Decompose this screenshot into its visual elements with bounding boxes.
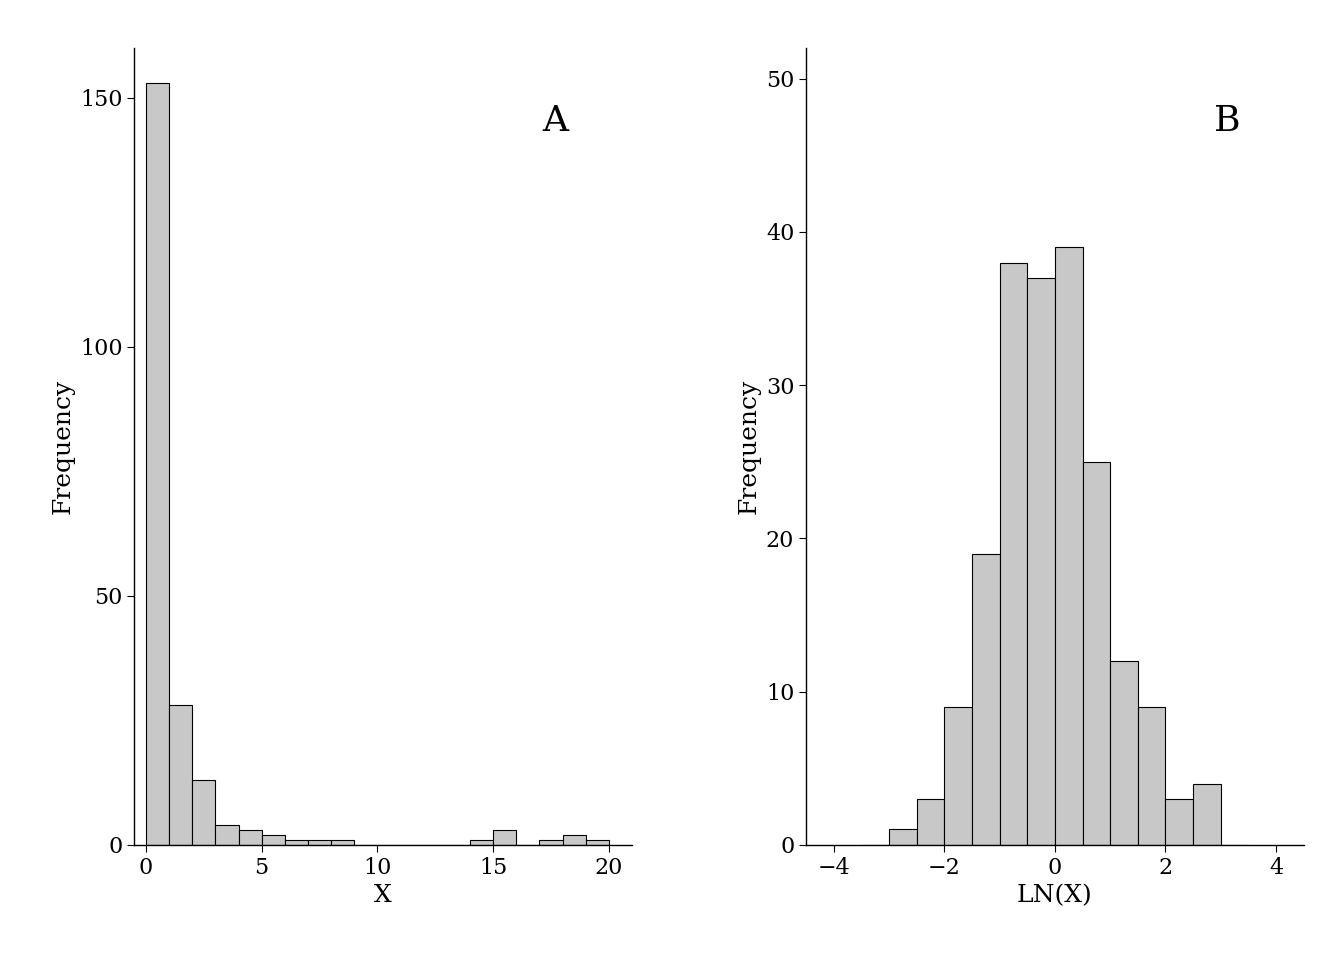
X-axis label: LN(X): LN(X) xyxy=(1017,884,1093,907)
Bar xyxy=(331,840,355,845)
Bar xyxy=(285,840,308,845)
Bar xyxy=(1082,462,1110,845)
Bar xyxy=(972,554,1000,845)
Text: A: A xyxy=(543,104,569,138)
Bar xyxy=(1138,707,1165,845)
Bar xyxy=(1165,799,1193,845)
Y-axis label: Frequency: Frequency xyxy=(51,379,74,514)
Bar xyxy=(192,780,215,845)
Bar xyxy=(945,707,972,845)
Bar xyxy=(238,829,262,845)
Bar xyxy=(1027,277,1055,845)
Bar xyxy=(1193,783,1220,845)
Bar xyxy=(146,83,169,845)
Bar xyxy=(563,835,586,845)
Bar xyxy=(888,829,917,845)
Text: B: B xyxy=(1214,104,1241,138)
Bar xyxy=(1055,248,1082,845)
Bar xyxy=(308,840,331,845)
Bar xyxy=(262,835,285,845)
X-axis label: X: X xyxy=(375,884,392,907)
Bar xyxy=(1000,262,1027,845)
Bar xyxy=(493,829,516,845)
Bar xyxy=(917,799,945,845)
Bar xyxy=(215,825,238,845)
Bar xyxy=(539,840,563,845)
Bar xyxy=(470,840,493,845)
Y-axis label: Frequency: Frequency xyxy=(738,379,761,514)
Bar xyxy=(1110,660,1138,845)
Bar xyxy=(169,706,192,845)
Bar xyxy=(586,840,609,845)
